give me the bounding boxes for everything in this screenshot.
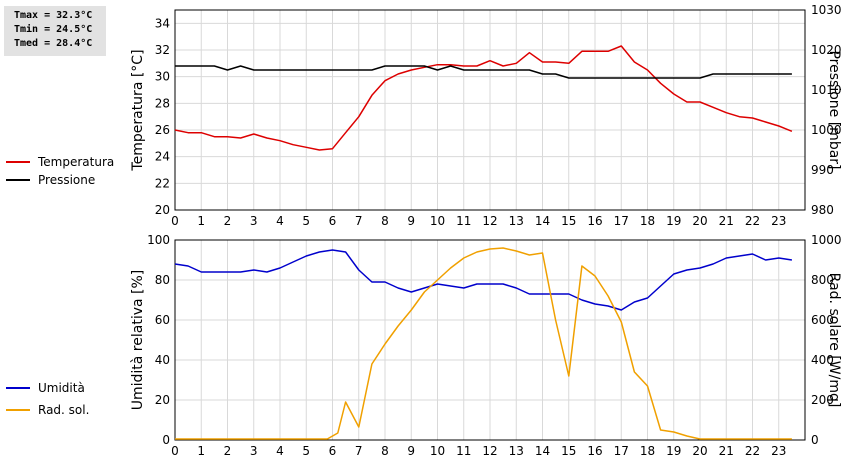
humidity-radiation-x-tick-label: 4 <box>276 444 284 458</box>
temp-pressure-y-axis-title: Temperatura [°C] <box>130 49 146 171</box>
temp-pressure-y-tick-label: 30 <box>155 70 170 84</box>
temp-pressure-y2-tick-label: 1030 <box>811 3 842 17</box>
temp-pressure-x-tick-label: 0 <box>171 214 179 228</box>
humidity-radiation-x-tick-label: 22 <box>745 444 760 458</box>
temp-pressure-x-tick-label: 11 <box>456 214 471 228</box>
temp-pressure-x-tick-label: 22 <box>745 214 760 228</box>
humidity-radiation-x-tick-label: 7 <box>355 444 363 458</box>
humidity-radiation-series-1-line <box>174 249 793 311</box>
humidity-radiation-y-tick-label: 40 <box>155 353 170 367</box>
humidity-radiation-y2-tick-label: 600 <box>811 313 834 327</box>
temp-pressure-y2-axis-title: Pressione [mbar] <box>826 50 842 169</box>
temp-pressure-x-tick-label: 6 <box>329 214 337 228</box>
temp-pressure-y-tick-label: 24 <box>155 150 170 164</box>
humidity-radiation-y2-tick-label: 1000 <box>811 233 842 247</box>
temp-pressure-x-tick-label: 5 <box>302 214 310 228</box>
stats-box: Tmax = 32.3°C Tmin = 24.5°C Tmed = 28.4°… <box>4 6 106 56</box>
temp-pressure-x-tick-label: 23 <box>771 214 786 228</box>
temp-pressure-x-tick-label: 15 <box>561 214 576 228</box>
humidity-radiation-x-tick-label: 13 <box>509 444 524 458</box>
humidity-radiation-y-axis-title: Umidità relativa [%] <box>130 270 146 411</box>
humidity-radiation-y2-tick-label: 200 <box>811 393 834 407</box>
temp-pressure-x-tick-label: 17 <box>614 214 629 228</box>
humidity-radiation-x-tick-label: 1 <box>197 444 205 458</box>
temp-pressure-x-tick-label: 8 <box>381 214 389 228</box>
humidity-radiation-y-tick-label: 60 <box>155 313 170 327</box>
humidity-radiation-x-tick-label: 5 <box>302 444 310 458</box>
humidity-radiation-x-tick-label: 20 <box>692 444 707 458</box>
temp-pressure-y2-tick-label: 1010 <box>811 83 842 97</box>
temp-pressure-x-tick-label: 2 <box>224 214 232 228</box>
temp-pressure-x-tick-label: 19 <box>666 214 681 228</box>
temp-pressure-x-tick-label: 7 <box>355 214 363 228</box>
humidity-radiation-plot-frame <box>174 239 806 441</box>
temp-pressure-y-tick-label: 26 <box>155 123 170 137</box>
humidity-radiation-x-tick-label: 21 <box>719 444 734 458</box>
humidity-radiation-x-tick-label: 3 <box>250 444 258 458</box>
humidity-radiation-y2-tick-label: 0 <box>811 433 819 447</box>
temp-pressure-x-tick-label: 14 <box>535 214 550 228</box>
humidity-radiation-legend-label-2: Rad. sol. <box>38 403 89 417</box>
temp-pressure-y2-tick-label: 1000 <box>811 123 842 137</box>
temp-pressure-x-tick-label: 9 <box>407 214 415 228</box>
temp-pressure-legend-label-2: Pressione <box>38 173 95 187</box>
temp-pressure-plot-frame <box>174 9 806 211</box>
humidity-radiation-y-tick-label: 100 <box>147 233 170 247</box>
humidity-radiation-x-tick-label: 9 <box>407 444 415 458</box>
temp-pressure-x-tick-label: 21 <box>719 214 734 228</box>
humidity-radiation-x-tick-label: 6 <box>329 444 337 458</box>
humidity-radiation-x-tick-label: 18 <box>640 444 655 458</box>
humidity-radiation-x-tick-label: 2 <box>224 444 232 458</box>
temp-pressure-x-tick-label: 1 <box>197 214 205 228</box>
temp-pressure-y-tick-label: 34 <box>155 16 170 30</box>
temp-pressure-x-tick-label: 18 <box>640 214 655 228</box>
temp-pressure-y-tick-label: 28 <box>155 96 170 110</box>
humidity-radiation-y-tick-label: 80 <box>155 273 170 287</box>
temp-pressure-y-tick-label: 22 <box>155 176 170 190</box>
humidity-radiation-x-tick-label: 17 <box>614 444 629 458</box>
humidity-radiation-legend-label-1: Umidità <box>38 381 85 395</box>
tmax-label: Tmax = 32.3°C <box>14 10 93 21</box>
temp-pressure-y2-tick-label: 990 <box>811 163 834 177</box>
humidity-radiation-x-tick-label: 19 <box>666 444 681 458</box>
humidity-radiation-x-tick-label: 0 <box>171 444 179 458</box>
temp-pressure-x-tick-label: 3 <box>250 214 258 228</box>
humidity-radiation-x-tick-label: 16 <box>587 444 602 458</box>
temp-pressure-x-tick-label: 12 <box>482 214 497 228</box>
temp-pressure-legend-label-1: Temperatura <box>37 155 114 169</box>
temp-pressure-x-tick-label: 4 <box>276 214 284 228</box>
humidity-radiation-x-tick-label: 15 <box>561 444 576 458</box>
tmin-label: Tmin = 24.5°C <box>14 24 93 35</box>
humidity-radiation-x-tick-label: 8 <box>381 444 389 458</box>
humidity-radiation-y-tick-label: 20 <box>155 393 170 407</box>
temp-pressure-x-tick-label: 13 <box>509 214 524 228</box>
temp-pressure-y-tick-label: 20 <box>155 203 170 217</box>
temp-pressure-x-tick-label: 20 <box>692 214 707 228</box>
humidity-radiation-x-tick-label: 23 <box>771 444 786 458</box>
humidity-radiation-x-tick-label: 14 <box>535 444 550 458</box>
humidity-radiation-y2-tick-label: 800 <box>811 273 834 287</box>
temp-pressure-y2-tick-label: 980 <box>811 203 834 217</box>
humidity-radiation-y-tick-label: 0 <box>162 433 170 447</box>
temp-pressure-y2-tick-label: 1020 <box>811 43 842 57</box>
humidity-radiation-y2-tick-label: 400 <box>811 353 834 367</box>
humidity-radiation-series-2-line <box>175 247 792 440</box>
temp-pressure-series-1-line <box>174 45 793 151</box>
temp-pressure-y-tick-label: 32 <box>155 43 170 57</box>
temp-pressure-x-tick-label: 10 <box>430 214 445 228</box>
tmed-label: Tmed = 28.4°C <box>14 38 93 49</box>
humidity-radiation-x-tick-label: 11 <box>456 444 471 458</box>
temp-pressure-series-2-line <box>175 65 792 79</box>
temp-pressure-x-tick-label: 16 <box>587 214 602 228</box>
humidity-radiation-x-tick-label: 12 <box>482 444 497 458</box>
humidity-radiation-x-tick-label: 10 <box>430 444 445 458</box>
humidity-radiation-y2-axis-title: Rad. solare [W/mq] <box>826 273 842 408</box>
